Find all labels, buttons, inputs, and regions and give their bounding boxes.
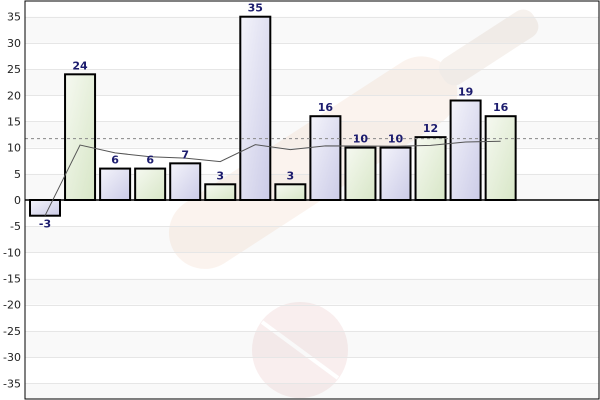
y-tick-label: 10 [7, 142, 21, 155]
bar [134, 167, 167, 202]
plot-frame [24, 0, 600, 400]
y-axis: 35 30 25 20 15 10 5 0 -5 -10 -15 -20 -25 -30 -35 [3, 11, 21, 391]
bar [344, 146, 377, 201]
background-band [25, 304, 599, 331]
data-label: 3 [216, 169, 224, 182]
data-label: 3 [287, 169, 295, 182]
y-tick-label: 0 [14, 194, 21, 207]
y-tick-label: -10 [3, 246, 21, 259]
background-band [25, 383, 599, 399]
y-tick-label: 25 [7, 63, 21, 76]
background-band [25, 1, 599, 17]
y-tick-label: 35 [7, 11, 21, 24]
bar [379, 146, 412, 201]
data-label: 7 [181, 148, 189, 161]
bar [449, 99, 482, 201]
y-tick-label: -5 [10, 220, 21, 233]
data-label: 6 [111, 154, 119, 167]
bar [64, 73, 97, 201]
y-tick-label: 15 [7, 115, 21, 128]
data-label: 19 [458, 86, 473, 99]
bar [169, 162, 202, 201]
background-band [25, 278, 599, 305]
overlay-lines [25, 138, 599, 216]
y-tick-label: -35 [3, 377, 21, 390]
y-tick-label: 20 [7, 89, 21, 102]
y-tick-label: -30 [3, 351, 21, 364]
bar [239, 15, 272, 201]
moving-average-line [44, 140, 501, 216]
bar [99, 167, 132, 202]
y-tick-label: 30 [7, 37, 21, 50]
background-band [25, 330, 599, 358]
background-band [25, 226, 599, 253]
data-label: 16 [493, 101, 509, 114]
bar [29, 199, 61, 217]
bar [309, 115, 342, 201]
data-label: 12 [423, 122, 438, 135]
data-label: 6 [146, 154, 154, 167]
bar [414, 136, 447, 202]
bar [484, 115, 517, 201]
background-band [25, 252, 599, 279]
background-band [25, 69, 599, 96]
y-tick-label: -25 [3, 325, 21, 338]
data-label: 24 [72, 59, 88, 72]
background-band [25, 16, 599, 43]
data-label: 10 [353, 133, 369, 146]
bar [204, 183, 237, 202]
data-label: 16 [318, 101, 334, 114]
data-label: 10 [388, 133, 404, 146]
data-label: 35 [248, 2, 263, 15]
y-tick-label: -20 [3, 299, 21, 312]
background-band [25, 200, 599, 227]
data-label: -3 [39, 218, 51, 231]
background-band [25, 357, 599, 384]
data-labels: -3 24 6 6 7 3 35 3 16 10 10 12 19 16 [39, 2, 509, 231]
background-band [25, 42, 599, 70]
y-tick-label: 5 [14, 168, 21, 181]
bar [274, 183, 307, 202]
y-tick-label: -15 [3, 273, 21, 286]
